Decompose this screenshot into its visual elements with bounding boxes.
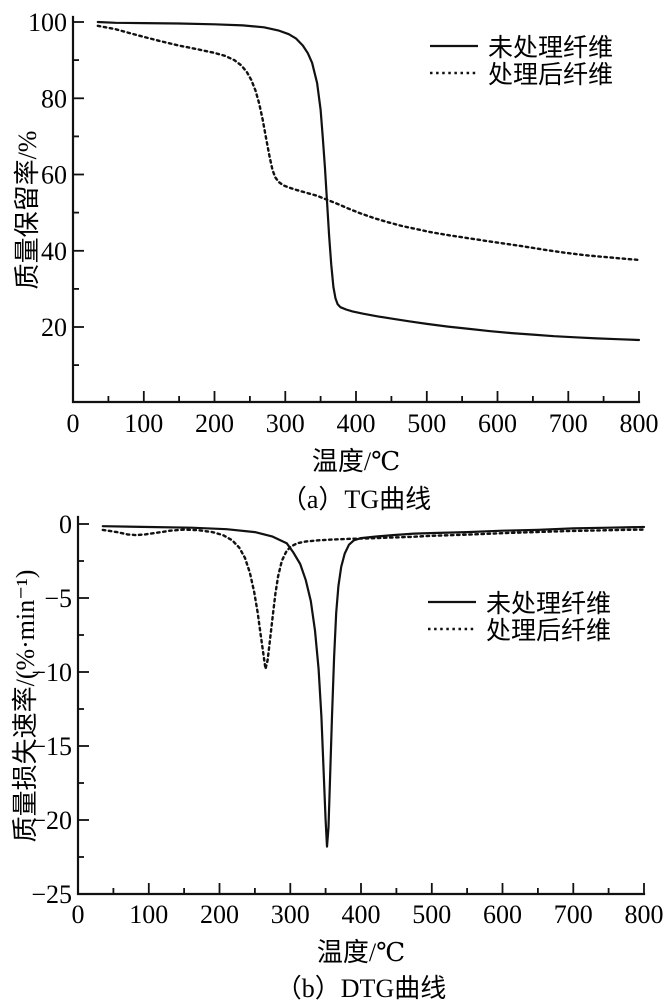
tg-x-tick-label: 100 (124, 409, 163, 438)
dtg-y-tick-label: 0 (59, 510, 72, 539)
tg-caption: （a）TG曲线 (281, 485, 431, 514)
dtg-y-tick-label: −25 (31, 880, 72, 909)
dtg-y-tick-label: −5 (44, 584, 72, 613)
dtg-x-tick-label: 300 (271, 900, 310, 929)
tg-x-tick-label: 400 (337, 409, 376, 438)
tg-y-axis-label: 质量保留率/% (13, 131, 42, 290)
tg-x-tick-label: 0 (67, 409, 80, 438)
dtg-x-axis-label: 温度/℃ (317, 938, 405, 967)
dtg-y-tick-label: −15 (31, 732, 72, 761)
dtg-curve-untreated-fiber (101, 525, 646, 848)
tg-x-tick-label: 800 (620, 409, 659, 438)
dtg-y-axis-label: 质量损失速率/(%·min⁻¹) (11, 570, 40, 843)
tg-y-tick-label: 20 (41, 313, 67, 342)
dtg-x-tick-label: 800 (625, 900, 664, 929)
tg-y-tick-label: 80 (41, 84, 67, 113)
tg-curve-untreated-fiber (96, 20, 641, 342)
dtg-chart: 0 100 200 300 400 500 600 700 800 0 −5 −10 −15 −20 −25 (31, 510, 663, 929)
tg-x-tick-label: 600 (478, 409, 517, 438)
tg-legend-label-untreated: 未处理纤维 (488, 34, 613, 62)
dtg-legend-label-treated: 处理后纤维 (486, 617, 611, 645)
dtg-x-tick-label: 600 (483, 900, 522, 929)
tg-y-tick-label: 100 (28, 8, 67, 37)
dtg-x-tick-label: 700 (554, 900, 593, 929)
tg-x-tick-label: 300 (266, 409, 305, 438)
dtg-x-tick-label: 400 (342, 900, 381, 929)
dtg-y-tick-label: −10 (31, 658, 72, 687)
tg-y-tick-label: 40 (41, 237, 67, 266)
dtg-legend: 未处理纤维 处理后纤维 (428, 590, 611, 645)
tg-x-tick-label: 500 (407, 409, 446, 438)
tg-x-tick-label: 700 (549, 409, 588, 438)
dtg-legend-label-untreated: 未处理纤维 (486, 590, 611, 618)
tg-legend: 未处理纤维 处理后纤维 (430, 34, 613, 89)
dtg-x-tick-label: 0 (72, 900, 85, 929)
dtg-y-tick-label: −20 (31, 806, 72, 835)
dtg-x-tick-label: 500 (412, 900, 451, 929)
tg-x-axis-label: 温度/℃ (312, 447, 400, 476)
tg-y-tick-label: 60 (41, 161, 67, 190)
dtg-x-tick-label: 200 (200, 900, 239, 929)
dtg-curve-treated-fiber (101, 528, 646, 671)
dtg-caption: （b）DTG曲线 (276, 974, 446, 1000)
tg-chart: 0 100 200 300 400 500 600 700 800 20 40 60 80 100 (28, 8, 659, 438)
dtg-axes (76, 515, 646, 896)
tg-legend-label-treated: 处理后纤维 (488, 61, 613, 89)
dtg-x-tick-label: 100 (129, 900, 168, 929)
tg-curve-treated-fiber (96, 24, 641, 262)
tg-x-tick-label: 200 (195, 409, 234, 438)
